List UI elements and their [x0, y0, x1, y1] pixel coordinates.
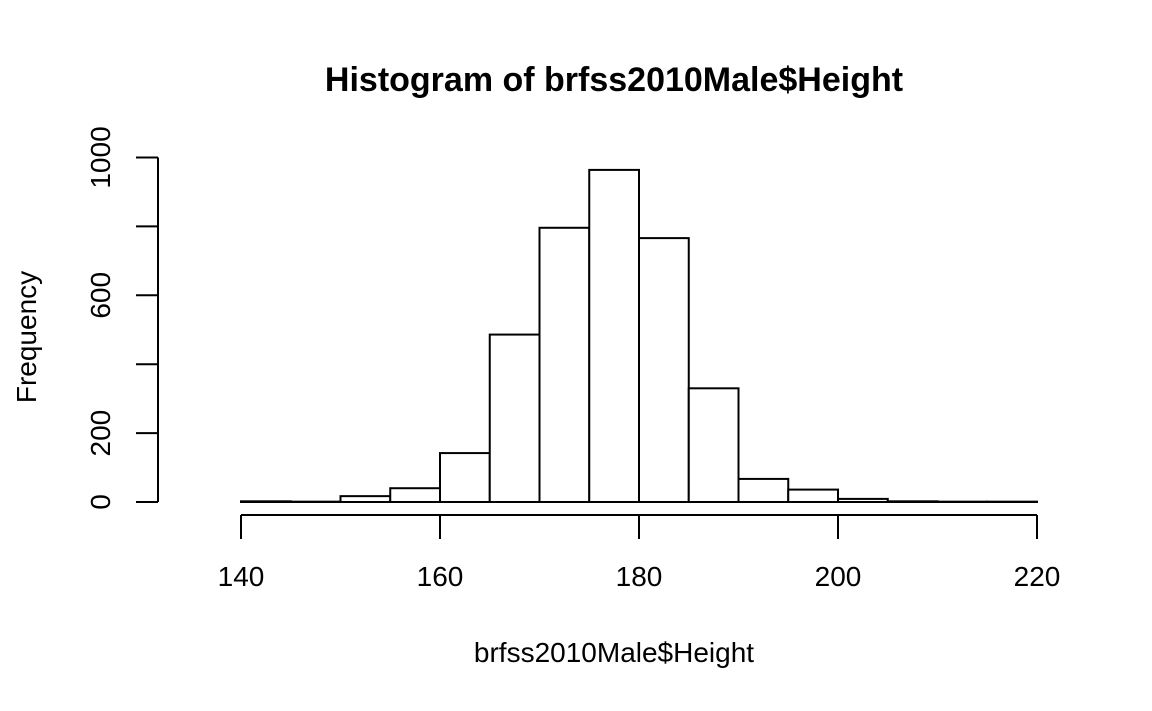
histogram-bar: [886, 500, 939, 504]
chart-title: Histogram of brfss2010Male$Height: [325, 61, 903, 99]
histogram-bar: [240, 500, 292, 504]
x-tick-label: 180: [616, 561, 663, 592]
y-tick-label: 600: [85, 272, 116, 319]
histogram-bar: [488, 333, 541, 503]
x-axis-label: brfss2010Male$Height: [474, 637, 754, 668]
histogram-bar: [588, 168, 640, 503]
y-tick-label: 200: [85, 410, 116, 457]
y-tick-label: 1000: [85, 126, 116, 188]
histogram-bar: [687, 387, 740, 503]
x-axis: 140 160 180 200 220: [218, 514, 1061, 592]
histogram-bar: [787, 488, 839, 503]
histogram-bar: [389, 487, 441, 504]
histogram-bar: [837, 497, 889, 504]
x-tick-label: 200: [815, 561, 862, 592]
histogram-bar: [339, 495, 392, 503]
y-axis: 0 200 600 1000: [85, 126, 159, 510]
x-tick-label: 160: [417, 561, 464, 592]
histogram-bar: [737, 477, 790, 503]
histogram-bar: [439, 452, 491, 503]
y-tick-label: 0: [85, 494, 116, 510]
histogram-bar: [538, 226, 591, 503]
y-axis-label: Frequency: [11, 271, 42, 403]
histogram-bar: [638, 237, 690, 503]
bars-group: [240, 168, 1038, 504]
x-tick-label: 140: [218, 561, 265, 592]
x-tick-label: 220: [1014, 561, 1061, 592]
